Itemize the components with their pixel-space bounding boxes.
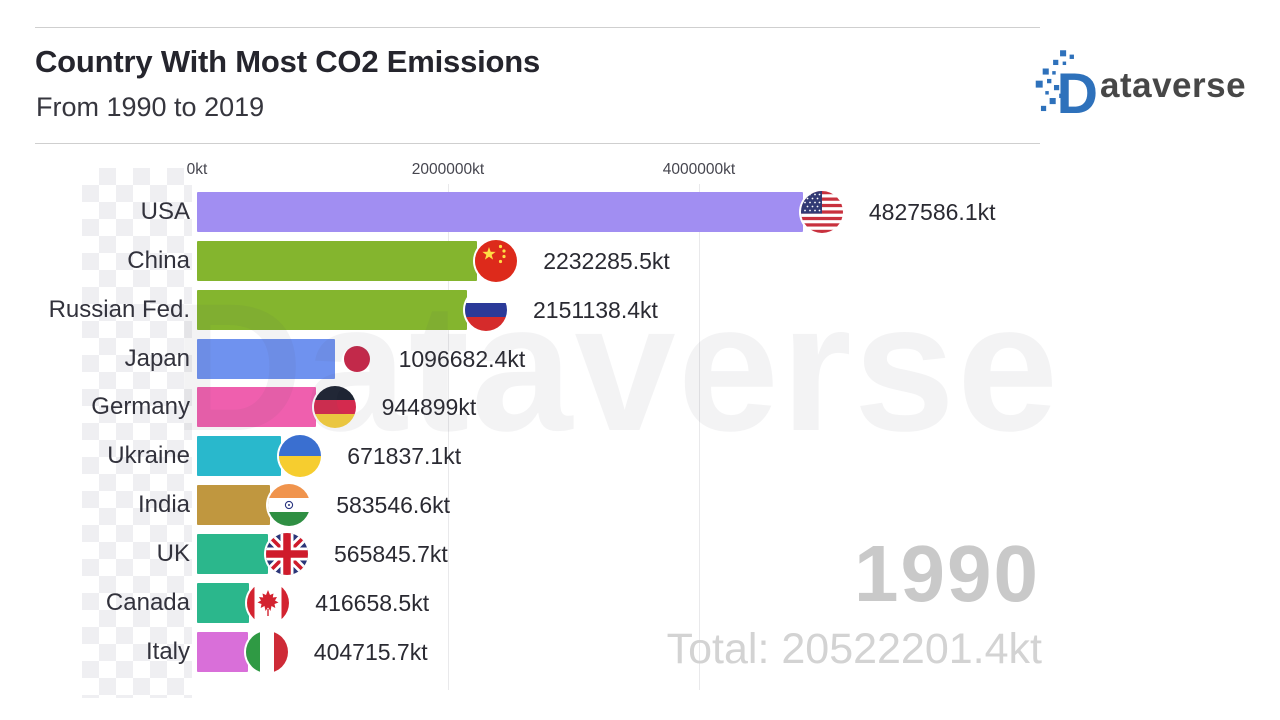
country-label: Japan <box>124 345 190 372</box>
flag-icon-in <box>268 484 311 526</box>
value-label: 2151138.4kt <box>533 297 658 323</box>
bar-cn <box>197 241 478 281</box>
value-label: 565845.7kt <box>334 541 448 567</box>
watermark-pixel-checker <box>82 168 192 698</box>
country-label: China <box>127 247 190 274</box>
flag-icon-gb <box>266 533 308 575</box>
value-label: 2232285.5kt <box>543 248 670 274</box>
value-label: 416658.5kt <box>315 590 430 616</box>
value-label: 671837.1kt <box>347 443 462 469</box>
bar-in <box>197 485 271 525</box>
gridline <box>448 184 449 690</box>
axis-tick-label: 2000000kt <box>411 161 485 178</box>
value-label: 583546.6kt <box>336 492 451 518</box>
axis-tick-label: 4000000kt <box>662 161 736 178</box>
flag-icon-ru <box>465 289 507 331</box>
country-label: Italy <box>145 638 190 665</box>
value-label: 4827586.1kt <box>868 199 996 225</box>
country-label: Canada <box>105 589 190 616</box>
bar-ca <box>197 583 250 623</box>
country-label: Russian Fed. <box>48 296 190 323</box>
axis-tick-label: 0kt <box>186 161 208 178</box>
year-overlay: 1990 <box>854 529 1040 618</box>
flag-icon-ua <box>279 435 322 477</box>
value-label: 1096682.4kt <box>398 346 526 372</box>
value-label: 944899kt <box>381 394 477 420</box>
country-label: UK <box>156 540 190 567</box>
svg-text:D: D <box>1057 62 1098 120</box>
country-label: India <box>137 491 190 518</box>
dataverse-logo-text: ataverse <box>1100 66 1247 105</box>
total-overlay: Total: 20522201.4kt <box>666 625 1042 673</box>
value-label: 404715.7kt <box>313 639 428 665</box>
flag-icon-de <box>313 386 356 428</box>
bar-jp <box>197 339 335 379</box>
bar-de <box>197 387 316 427</box>
country-label: Germany <box>91 393 190 420</box>
country-label: Ukraine <box>107 442 190 469</box>
page-subtitle: From 1990 to 2019 <box>36 92 265 122</box>
flag-icon-ca <box>247 582 290 624</box>
flag-icon-it <box>245 631 288 673</box>
bar-ua <box>197 436 282 476</box>
country-label: USA <box>140 198 190 225</box>
page-title: Country With Most CO2 Emissions <box>35 44 541 79</box>
top-divider <box>35 27 1040 28</box>
bar-us <box>197 192 803 232</box>
bar-ru <box>197 290 467 330</box>
flag-icon-jp <box>340 343 373 375</box>
flag-icon-us <box>800 191 843 233</box>
bar-it <box>197 632 248 672</box>
dataverse-logo-d-icon: D <box>1035 50 1098 120</box>
bar-gb <box>197 534 268 574</box>
flag-icon-cn <box>475 240 518 282</box>
header-divider <box>35 143 1040 144</box>
dataverse-logo: D ataverse <box>1034 48 1247 124</box>
gridline <box>699 184 700 690</box>
